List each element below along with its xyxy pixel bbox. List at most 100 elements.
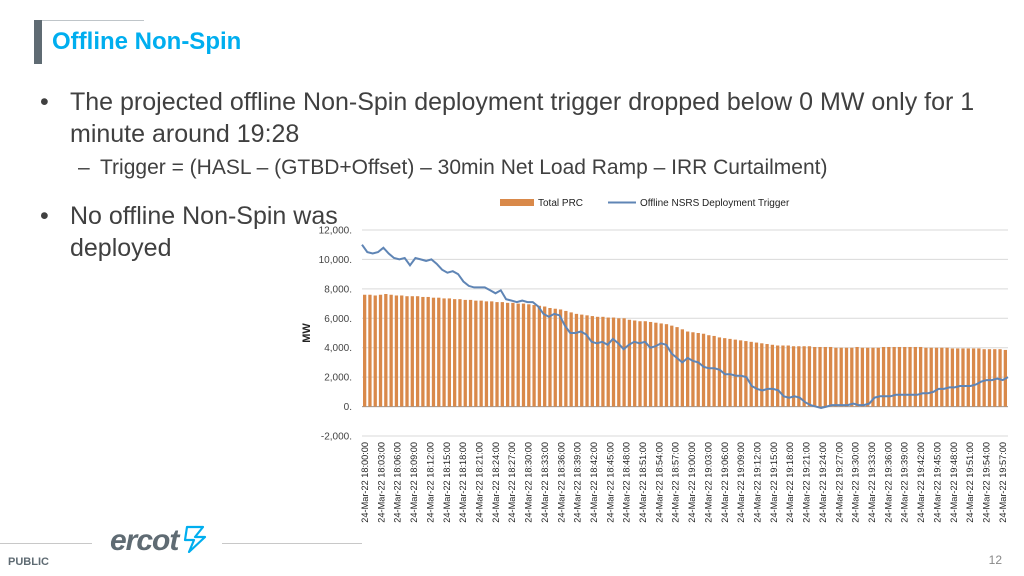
bar-total-prc (500, 302, 504, 407)
bar-total-prc (977, 348, 981, 407)
x-tick-label: 24-Mar-22 18:12:00 (425, 442, 435, 523)
bar-total-prc (490, 301, 494, 407)
bar-total-prc (458, 299, 462, 407)
bar-total-prc (717, 337, 722, 407)
x-tick-label: 24-Mar-22 18:15:00 (442, 442, 452, 523)
x-tick-label: 24-Mar-22 19:36:00 (883, 442, 893, 523)
title-rule (42, 20, 144, 21)
x-tick-label: 24-Mar-22 18:48:00 (622, 442, 632, 523)
bar-total-prc (781, 345, 785, 407)
bar-total-prc (580, 314, 584, 407)
bar-total-prc (532, 305, 536, 407)
x-tick-label: 24-Mar-22 18:39:00 (573, 442, 583, 523)
x-tick-label: 24-Mar-22 18:03:00 (376, 442, 386, 523)
bar-total-prc (622, 318, 626, 407)
x-tick-label: 24-Mar-22 18:18:00 (458, 442, 468, 523)
bar-total-prc (844, 347, 849, 407)
bar-total-prc (918, 346, 923, 407)
bar-total-prc (961, 348, 965, 407)
bullet-text: The projected offline Non-Spin deploymen… (70, 88, 975, 148)
bar-total-prc (521, 303, 526, 407)
bar-total-prc (617, 318, 621, 407)
bar-total-prc (828, 346, 833, 407)
x-tick-label: 24-Mar-22 19:30:00 (851, 442, 861, 523)
bar-total-prc (627, 319, 632, 407)
bar-total-prc (950, 348, 955, 407)
x-tick-label: 24-Mar-22 19:39:00 (900, 442, 910, 523)
sub-bullet-marker: – (78, 156, 90, 179)
bar-total-prc (611, 317, 616, 407)
bar-total-prc (431, 297, 436, 407)
bar-total-prc (426, 296, 430, 407)
bar-total-prc (924, 347, 928, 407)
bar-total-prc (548, 307, 552, 407)
bar-total-prc (569, 312, 573, 407)
x-tick-label: 24-Mar-22 19:06:00 (720, 442, 730, 523)
bar-total-prc (839, 347, 843, 407)
slide-title: Offline Non-Spin (52, 28, 242, 55)
bar-total-prc (723, 338, 727, 407)
x-tick-label: 24-Mar-22 19:21:00 (802, 442, 812, 523)
bar-total-prc (468, 299, 473, 407)
bullet-item: • No offline Non-Spin was deployed (40, 200, 350, 264)
bar-total-prc (754, 342, 759, 407)
bar-total-prc (881, 346, 886, 407)
bar-total-prc (389, 294, 393, 407)
x-tick-label: 24-Mar-22 18:30:00 (524, 442, 534, 523)
bullet-text: No offline Non-Spin was deployed (70, 202, 338, 262)
bar-total-prc (527, 304, 531, 407)
bar-total-prc (982, 349, 986, 407)
bar-total-prc (664, 324, 669, 407)
bar-total-prc (945, 347, 949, 407)
bar-total-prc (585, 315, 589, 407)
bar-total-prc (797, 346, 801, 407)
y-axis-label: MW (301, 323, 313, 343)
bar-total-prc (484, 301, 489, 407)
x-tick-label: 24-Mar-22 19:24:00 (818, 442, 828, 523)
bar-total-prc (956, 348, 960, 407)
bar-total-prc (384, 294, 388, 407)
bar-total-prc (447, 298, 452, 407)
series-line-nsrs-trigger (361, 244, 1009, 410)
x-tick-label: 24-Mar-22 18:21:00 (474, 442, 484, 523)
bar-total-prc (744, 341, 748, 407)
bar-total-prc (437, 297, 441, 407)
x-tick-label: 24-Mar-22 19:15:00 (769, 442, 779, 523)
bar-total-prc (834, 347, 838, 407)
bar-total-prc (474, 300, 478, 407)
bar-total-prc (516, 303, 520, 407)
bar-total-prc (749, 341, 753, 407)
bar-total-prc (855, 346, 859, 407)
bar-total-prc (776, 345, 780, 407)
bar-total-prc (659, 323, 663, 407)
bar-total-prc (638, 321, 642, 407)
x-tick-label: 24-Mar-22 18:24:00 (491, 442, 501, 523)
bar-total-prc (987, 349, 992, 407)
bar-total-prc (887, 346, 891, 407)
bar-total-prc (701, 333, 706, 407)
bar-total-prc (453, 299, 457, 407)
bar-total-prc (712, 335, 716, 407)
bullet-marker: • (40, 88, 49, 116)
bar-total-prc (691, 332, 695, 407)
bar-total-prc (601, 316, 605, 407)
bar-total-prc (786, 345, 790, 407)
bullet-list: • The projected offline Non-Spin deploym… (40, 86, 1010, 182)
bar-total-prc (505, 302, 510, 407)
bar-total-prc (934, 347, 939, 407)
bar-total-prc (860, 347, 865, 407)
x-tick-label: 24-Mar-22 18:42:00 (589, 442, 599, 523)
x-tick-label: 24-Mar-22 18:51:00 (638, 442, 648, 523)
bar-total-prc (564, 310, 568, 407)
bar-total-prc (993, 349, 997, 407)
bar-total-prc (876, 347, 880, 407)
bar-total-prc (892, 346, 896, 407)
bar-total-prc (537, 305, 542, 407)
bar-total-prc (850, 347, 854, 407)
bar-total-prc (966, 348, 970, 407)
bar-total-prc (595, 316, 600, 407)
bar-total-prc (707, 335, 711, 407)
bar-total-prc (675, 327, 679, 407)
x-tick-label: 24-Mar-22 19:18:00 (785, 442, 795, 523)
bar-total-prc (442, 298, 446, 407)
